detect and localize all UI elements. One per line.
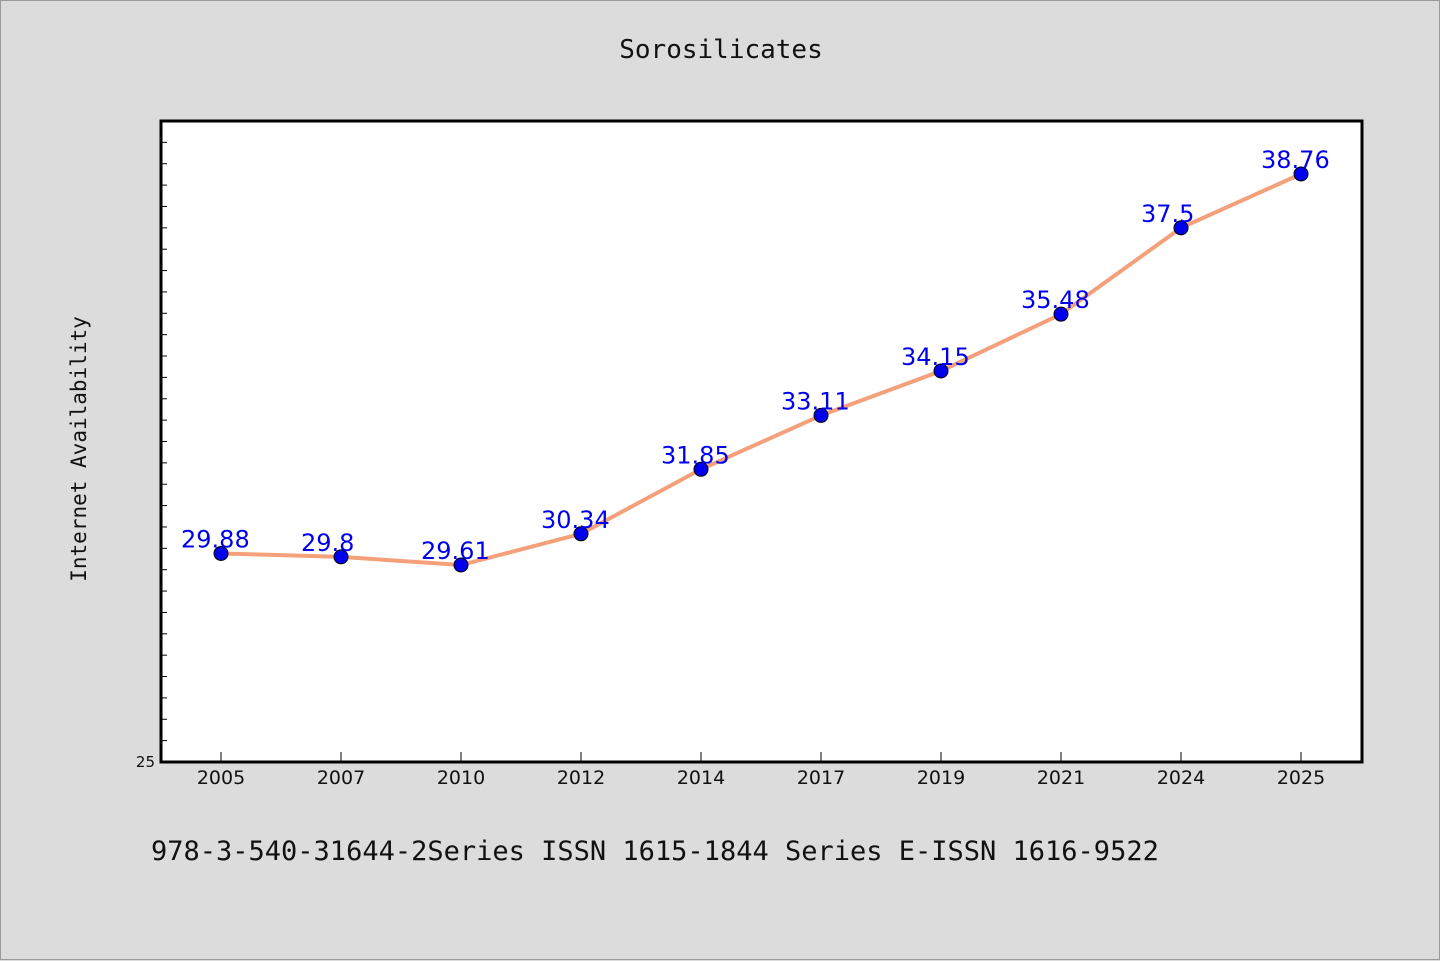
x-tick-label: 2014: [677, 767, 725, 789]
data-label-layer: 29.88 29.8 29.61 30.34 31.85 33.11 34.15 35.48 3…: [181, 146, 1330, 565]
x-tick-label: 2017: [797, 767, 845, 789]
data-label: 29.88: [181, 525, 250, 553]
x-tick-label: 2021: [1037, 767, 1085, 789]
x-tick-label: 2010: [437, 767, 485, 789]
x-tick-label: 2012: [557, 767, 605, 789]
x-tick-label: 2025: [1277, 767, 1325, 789]
data-label: 33.11: [781, 387, 850, 415]
data-point: [573, 526, 589, 542]
data-point: [1053, 306, 1069, 322]
x-tick-label: 2024: [1157, 767, 1205, 789]
data-point: [1173, 220, 1189, 236]
x-tick-label: 2007: [317, 767, 365, 789]
data-label: 31.85: [661, 441, 730, 469]
data-label: 29.8: [301, 529, 354, 557]
data-label: 35.48: [1021, 286, 1090, 314]
x-axis-ticks: 2005 2007 2010 2012 2014 2017 2019 2021 2024 2025: [197, 752, 1325, 789]
data-label: 29.61: [421, 537, 490, 565]
data-point: [1293, 166, 1309, 182]
chart-title: Sorosilicates: [619, 35, 823, 65]
data-point: [453, 557, 469, 573]
data-point: [933, 363, 949, 379]
series-line: [220, 172, 1302, 567]
data-label: 30.34: [541, 506, 610, 534]
footer-text: 978-3-540-31644-2Series ISSN 1615-1844 S…: [151, 836, 1159, 867]
series-layer: [213, 166, 1309, 573]
y-axis-ticks: 25: [136, 141, 167, 771]
data-label: 38.76: [1261, 146, 1330, 174]
data-point: [693, 461, 709, 477]
y-tick-label: 25: [136, 753, 155, 771]
data-label: 37.5: [1141, 200, 1194, 228]
data-label: 34.15: [901, 343, 970, 371]
data-point: [333, 549, 349, 565]
data-point: [813, 407, 829, 423]
x-tick-label: 2019: [917, 767, 965, 789]
x-tick-label: 2005: [197, 767, 245, 789]
data-point: [213, 545, 229, 561]
